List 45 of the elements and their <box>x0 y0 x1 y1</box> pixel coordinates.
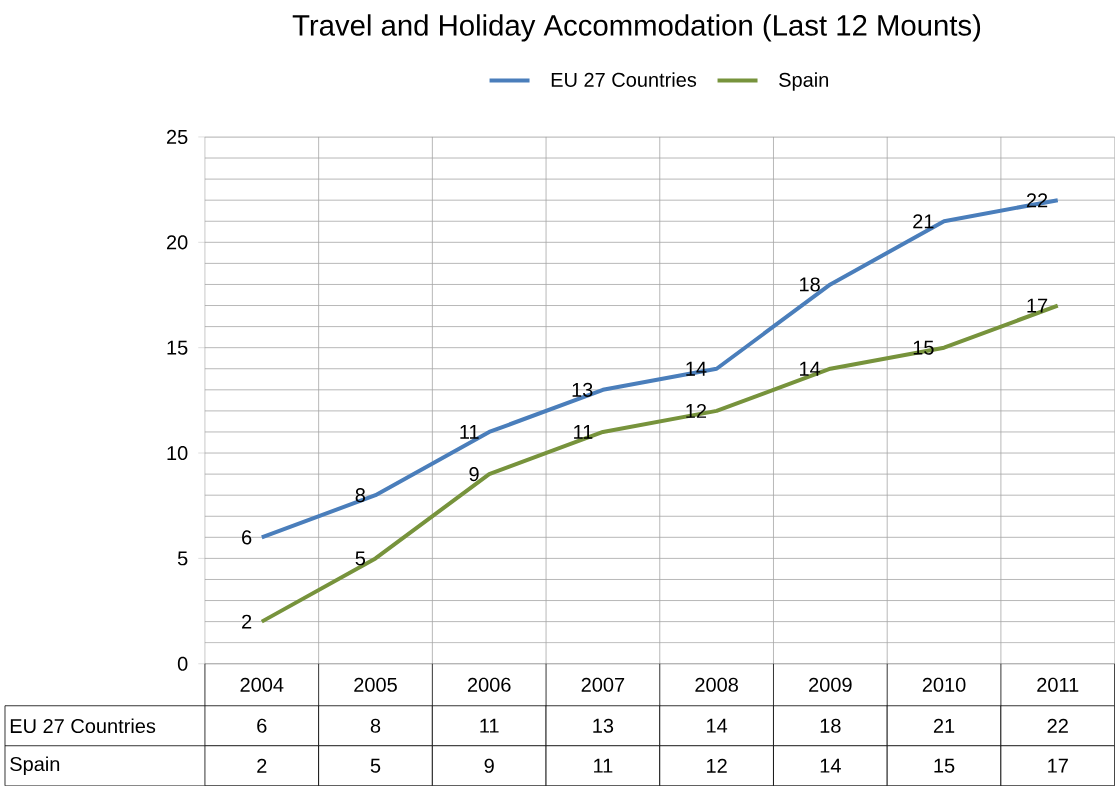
y-tick-label: 5 <box>177 551 188 566</box>
chart-title: Travel and Holiday Accommodation (Last 12 Mounts) <box>292 14 981 42</box>
y-tick-label: 25 <box>166 129 188 144</box>
data-label: 14 <box>820 758 841 773</box>
data-label: 21 <box>913 214 934 229</box>
x-tick-label: 2009 <box>809 677 852 692</box>
data-label: 12 <box>707 758 727 773</box>
x-tick-label: 2004 <box>240 677 284 692</box>
data-label: 21 <box>933 718 955 733</box>
data-label: 17 <box>1048 758 1068 773</box>
data-label: 8 <box>370 718 381 733</box>
data-label: 11 <box>594 758 613 773</box>
data-label: 14 <box>707 718 728 733</box>
data-label: 18 <box>800 277 820 292</box>
legend-label: EU 27 Countries <box>551 72 697 87</box>
y-tick-label: 0 <box>177 656 188 671</box>
x-tick-label: 2007 <box>581 677 625 692</box>
data-label: 17 <box>1027 298 1048 313</box>
data-label: 2 <box>242 614 252 629</box>
data-label: 18 <box>820 718 841 733</box>
data-label: 5 <box>370 758 381 773</box>
x-tick-label: 2006 <box>467 677 511 692</box>
data-label: 13 <box>593 718 614 733</box>
x-tick-label: 2008 <box>695 677 738 692</box>
data-label: 11 <box>460 425 479 439</box>
x-tick-label: 2005 <box>354 677 397 692</box>
data-label: 14 <box>800 361 821 376</box>
x-tick-label: 2010 <box>922 677 966 692</box>
x-tick-label: 2011 <box>1037 677 1079 692</box>
data-label: 6 <box>257 718 267 733</box>
data-label: 6 <box>242 530 252 545</box>
data-label: 9 <box>469 466 479 482</box>
y-tick-label: 15 <box>167 340 188 355</box>
y-tick-label: 20 <box>166 235 188 250</box>
y-tick-label: 10 <box>167 445 188 461</box>
data-label: 11 <box>480 718 499 733</box>
data-label: 5 <box>355 551 366 566</box>
data-label: 15 <box>934 758 955 773</box>
data-label: 9 <box>484 758 494 773</box>
data-label: 11 <box>574 425 593 439</box>
data-label: 8 <box>355 488 366 503</box>
legend-label: Spain <box>779 72 829 91</box>
data-label: 22 <box>1047 718 1068 733</box>
data-label: 13 <box>572 382 593 397</box>
data-label: 2 <box>257 758 267 773</box>
